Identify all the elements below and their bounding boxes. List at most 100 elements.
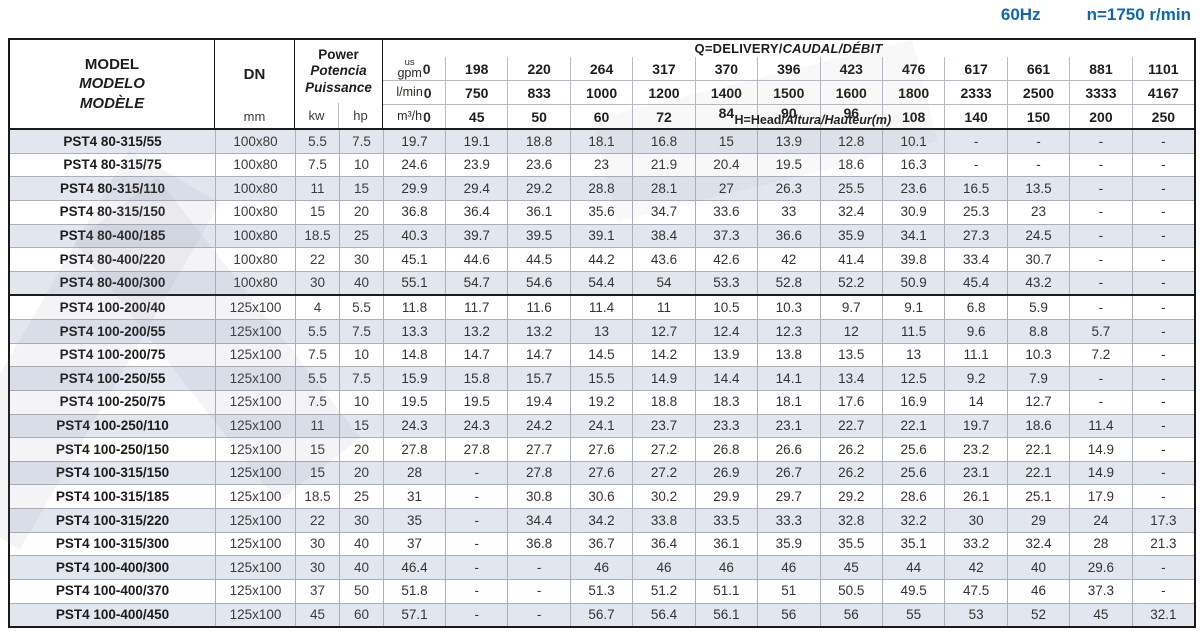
head-value-cell: - [507,556,569,579]
head-value-cell: 56 [757,603,819,627]
head-value-cell: - [944,130,1006,153]
head-value-cell: 29.9 [383,177,445,200]
head-value-cell: 43.6 [632,248,694,271]
head-value-cell: 17.6 [819,390,882,414]
head-value-cell: 35 [383,509,445,532]
head-value-cell: 14.1 [757,367,819,390]
head-value-cell: 34.4 [507,509,569,532]
head-value-cell: 23.1 [757,414,819,438]
head-value-cell: 26.7 [757,461,819,485]
kw-cell: 30 [295,556,339,579]
dn-cell: 125x100 [215,438,295,461]
kw-cell: 18.5 [295,224,339,248]
flow-value-cell: 96 [819,105,882,128]
kw-cell: 5.5 [295,130,339,153]
flow-row: m³/h 0 45 50 60 72 84 90 96 108 140 150 200 250 [383,104,1194,128]
head-value-cell: 29 [1006,509,1069,532]
head-value-cell: 28 [1069,532,1131,556]
head-value-cell: 29.4 [445,177,507,200]
flow-zero-value: 0 [423,84,432,101]
dn-cell: 125x100 [215,390,295,414]
head-value-cell: 35.6 [569,200,632,224]
flow-unit-label: m³/h 0 [383,105,445,128]
table-row: PST4 100-250/75 125x100 7.5 10 19.5 19.5 19.4 1… [10,389,1194,414]
hp-cell: 7.5 [339,367,383,390]
kw-cell: 4 [295,296,339,319]
dn-cell: 100x80 [215,248,295,271]
hp-cell: 7.5 [339,130,383,153]
head-value-cell: 26.9 [694,461,757,485]
head-value-cell: 27.3 [944,224,1006,248]
head-value-cell: 18.8 [632,390,694,414]
head-value-cell: 53.3 [694,271,757,295]
head-value-cell: 34.2 [569,509,632,532]
head-value-cell: 24.3 [383,414,445,438]
head-value-cell: 10.3 [757,296,819,319]
head-value-cell: 6.8 [944,296,1006,319]
power-header-fr: Puissance [305,79,372,95]
head-value-cell: 39.8 [881,248,944,271]
head-value-cell: 13 [881,343,944,367]
flow-value-cell: 250 [1131,105,1194,128]
head-value-cell: 22.7 [819,414,882,438]
head-value-cell: 32.4 [819,200,882,224]
head-value-cell: 43.2 [1006,271,1069,295]
flow-value-cell: 317 [632,57,694,80]
head-value-cell: 45.4 [944,271,1006,295]
head-value-cell: 31 [383,485,445,508]
model-cell: PST4 80-400/300 [59,275,166,291]
speed-label: n=1750 r/min [1086,5,1191,24]
flow-value-cell: 661 [1006,57,1069,80]
head-value-cell: 22.1 [1006,438,1069,461]
hp-cell: 25 [339,224,383,248]
head-value-cell: 32.4 [1006,532,1069,556]
head-value-cell: 20.4 [694,153,757,177]
table-row: PST4 100-315/150 125x100 15 20 28-27.8 27.6 27… [10,460,1194,485]
head-value-cell: 16.5 [944,177,1006,200]
head-value-cell: 56.1 [694,603,757,627]
head-value-cell: 14.2 [632,343,694,367]
hp-cell: 40 [339,532,383,556]
head-value-cell: 39.1 [569,224,632,248]
flow-value-cell: 220 [507,57,569,80]
head-value-cell: - [1131,461,1194,485]
head-value-cell: 27.8 [445,438,507,461]
head-value-cell: 24.2 [507,414,569,438]
head-value-cell: 34.7 [632,200,694,224]
flow-value-cell: 1400 [694,81,757,104]
head-value-cell: 26.2 [819,438,882,461]
head-value-cell: 23 [1006,200,1069,224]
head-value-cell: 51.1 [694,579,757,603]
head-value-cell: 18.1 [757,390,819,414]
head-value-cell: 23.2 [944,438,1006,461]
head-value-cell: 32.1 [1131,603,1194,627]
head-value-cell: 7.2 [1069,343,1131,367]
flow-value-cell: 2500 [1006,81,1069,104]
head-value-cell: 9.6 [944,320,1006,343]
head-value-cell: - [1131,485,1194,508]
head-value-cell: 19.2 [569,390,632,414]
flow-value-cell: 423 [819,57,882,80]
head-value-cell: 10.3 [1006,343,1069,367]
head-value-cell: 21.3 [1131,532,1194,556]
kw-cell: 45 [295,603,339,627]
flow-zero-value: 0 [423,108,431,125]
head-value-cell: 42 [757,248,819,271]
kw-cell: 22 [295,509,339,532]
head-value-cell: - [944,153,1006,177]
flow-unit-label: us gpm 0 [383,57,445,80]
head-value-cell: 14 [944,390,1006,414]
dn-cell: 125x100 [215,320,295,343]
dn-cell: 100x80 [215,271,295,295]
hp-cell: 20 [339,438,383,461]
head-value-cell: 12.7 [1006,390,1069,414]
head-value-cell: 13 [569,320,632,343]
hp-cell: 40 [339,556,383,579]
flow-value-cell: 200 [1069,105,1131,128]
head-value-cell: 49.5 [881,579,944,603]
head-value-cell: 33.2 [944,532,1006,556]
head-value-cell: 23.9 [445,153,507,177]
head-value-cell: 54.6 [507,271,569,295]
head-value-cell: 15.5 [569,367,632,390]
dn-cell: 100x80 [215,224,295,248]
